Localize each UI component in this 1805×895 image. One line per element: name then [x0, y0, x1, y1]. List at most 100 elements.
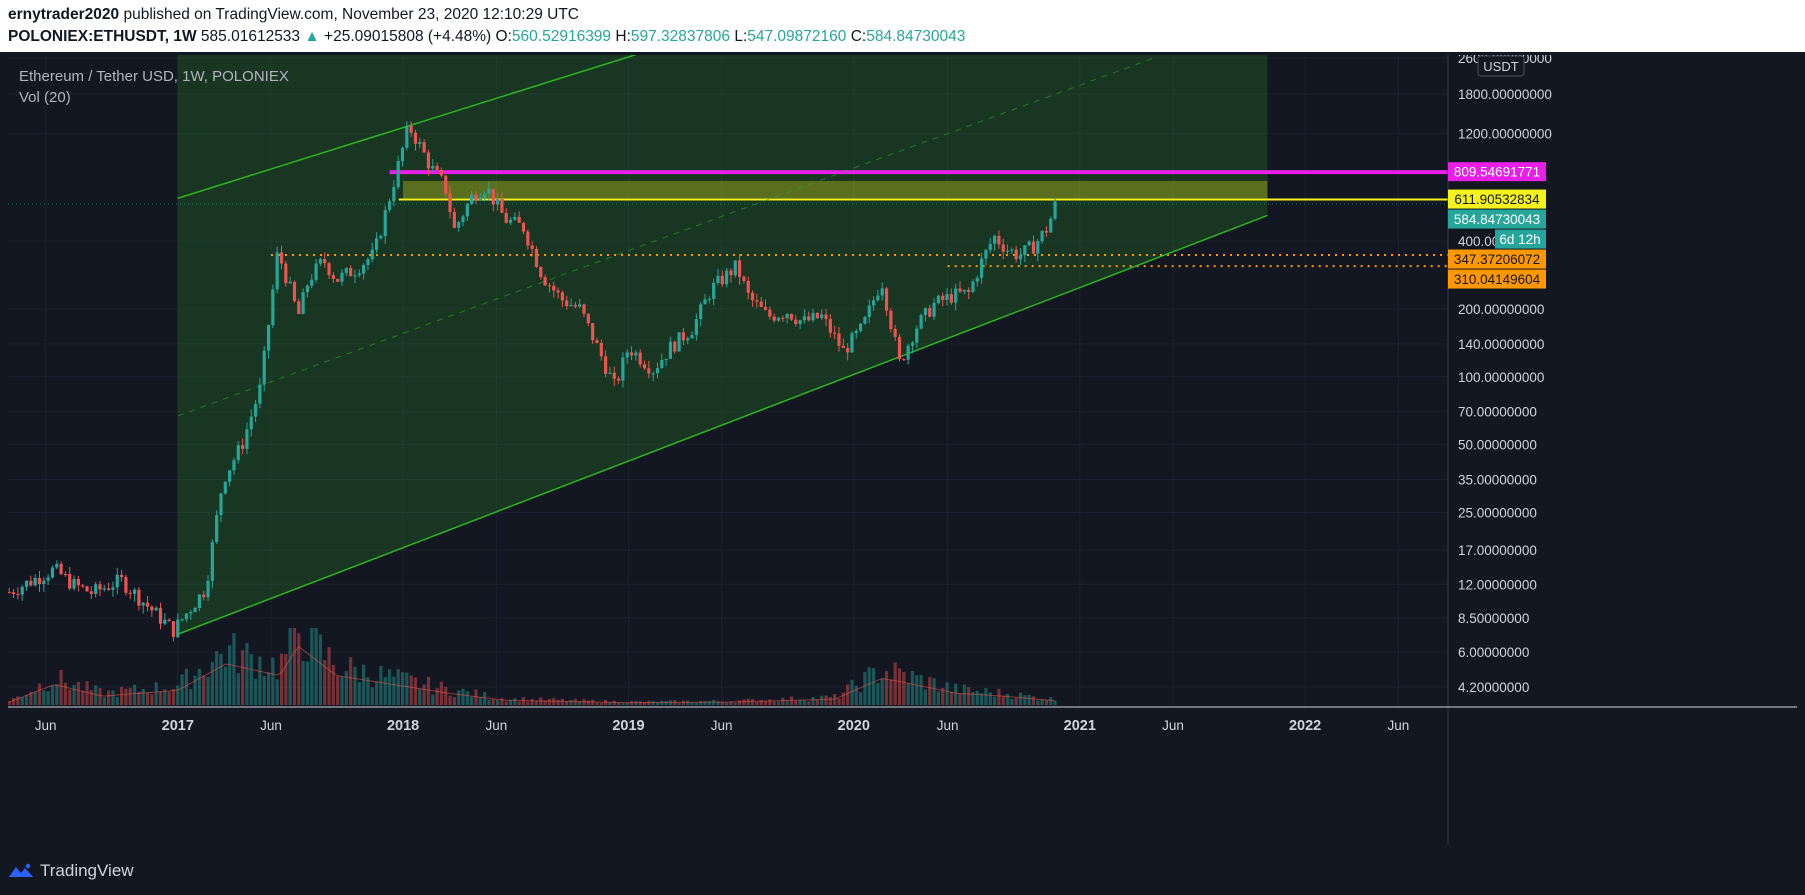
tradingview-brand[interactable]: TradingView	[8, 861, 134, 881]
candle-body	[841, 345, 845, 348]
volume-bar	[586, 700, 590, 705]
candle-body	[565, 300, 569, 307]
candle-body	[193, 607, 197, 613]
volume-bar	[599, 702, 603, 705]
publish-info: published on TradingView.com, November 2…	[119, 6, 579, 23]
volume-bar	[327, 647, 331, 705]
close-value: 584.84730043	[866, 28, 966, 45]
candle-body	[737, 260, 742, 277]
volume-bar	[292, 628, 297, 705]
candle-body	[422, 142, 426, 153]
volume-bar	[137, 691, 141, 705]
candle-body	[202, 594, 206, 598]
author-name[interactable]: ernytrader2020	[8, 6, 120, 23]
candle-body	[1005, 250, 1010, 252]
countdown-tag	[1495, 229, 1546, 249]
candle-body	[608, 372, 612, 374]
candle-body	[833, 332, 837, 334]
candle-body	[547, 285, 552, 287]
price-chart[interactable]: 2600.000000001800.000000001200.000000004…	[8, 55, 1797, 845]
candle-body	[362, 264, 366, 274]
y-tick-label: 50.00000000	[1458, 438, 1537, 453]
candle-body	[949, 294, 953, 303]
candle-body	[457, 222, 461, 228]
candle-body	[876, 295, 880, 301]
volume-bar	[854, 685, 858, 705]
candle-body	[681, 332, 686, 341]
publish-header: ernytrader2020 published on TradingView.…	[0, 0, 1805, 52]
candle-body	[111, 587, 115, 590]
volume-bar	[366, 677, 370, 705]
y-tick-label: 35.00000000	[1458, 473, 1537, 488]
x-tick-label: Jun	[937, 718, 959, 733]
candle-body	[794, 319, 798, 324]
candle-body	[323, 259, 327, 264]
candle-body	[55, 563, 59, 568]
candle-body	[189, 612, 193, 614]
volume-bar	[595, 702, 599, 705]
volume-bar	[815, 699, 819, 705]
volume-bar	[452, 697, 456, 705]
volume-bar	[245, 642, 249, 705]
volume-legend[interactable]: Vol (20)	[19, 89, 71, 106]
candle-body	[604, 356, 608, 374]
volume-bar	[880, 678, 884, 705]
volume-bar	[210, 661, 214, 705]
candle-body	[578, 304, 582, 307]
candle-body	[647, 368, 651, 374]
volume-bar	[249, 654, 253, 705]
volume-bar	[349, 657, 353, 705]
candle-body	[115, 574, 119, 588]
y-tick-label: 4.20000000	[1458, 680, 1529, 695]
candle-body	[915, 328, 919, 343]
volume-bar	[223, 666, 227, 705]
volume-bar	[314, 628, 318, 705]
candle-body	[975, 277, 979, 282]
candle-body	[746, 280, 750, 293]
candle-body	[638, 352, 642, 365]
volume-bar	[699, 701, 703, 705]
candle-body	[569, 304, 573, 307]
candle-body	[958, 288, 962, 292]
volume-bar	[444, 686, 448, 705]
candle-body	[703, 299, 707, 305]
volume-bar	[495, 699, 500, 705]
candle-body	[802, 316, 807, 321]
volume-bar	[750, 699, 755, 705]
x-tick-label: 2022	[1289, 718, 1321, 734]
candle-body	[1044, 231, 1049, 233]
candle-body	[729, 270, 733, 276]
candle-body	[980, 258, 984, 278]
volume-bar	[954, 683, 958, 705]
candle-body	[742, 276, 746, 281]
volume-bar	[396, 669, 400, 705]
y-tick-label: 70.00000000	[1458, 405, 1537, 420]
candle-body	[370, 249, 374, 260]
candle-body	[1036, 241, 1040, 254]
volume-bar	[470, 696, 474, 705]
candle-body	[616, 378, 621, 381]
volume-bar	[63, 682, 68, 705]
y-tick-label: 8.50000000	[1458, 611, 1529, 626]
candle-body	[24, 580, 29, 587]
open-value: 560.52916399	[511, 28, 612, 45]
volume-bar	[703, 701, 707, 705]
candle-body	[1023, 245, 1027, 256]
volume-bar	[941, 687, 945, 705]
volume-bar	[664, 700, 668, 705]
candle-body	[716, 275, 720, 283]
candle-body	[733, 260, 737, 276]
volume-bar	[439, 681, 444, 705]
volume-bar	[392, 676, 396, 705]
series-title[interactable]: Ethereum / Tether USD, 1W, POLONIEX	[19, 68, 289, 85]
candle-body	[405, 125, 409, 148]
candle-body	[33, 578, 37, 586]
x-tick-label: 2017	[162, 718, 194, 734]
volume-bar	[776, 701, 781, 705]
candle-body	[258, 384, 262, 404]
x-tick-label: Jun	[1162, 718, 1184, 733]
candle-body	[297, 301, 301, 315]
volume-bar	[483, 692, 487, 705]
volume-bar	[262, 676, 266, 705]
volume-bar	[241, 650, 245, 705]
